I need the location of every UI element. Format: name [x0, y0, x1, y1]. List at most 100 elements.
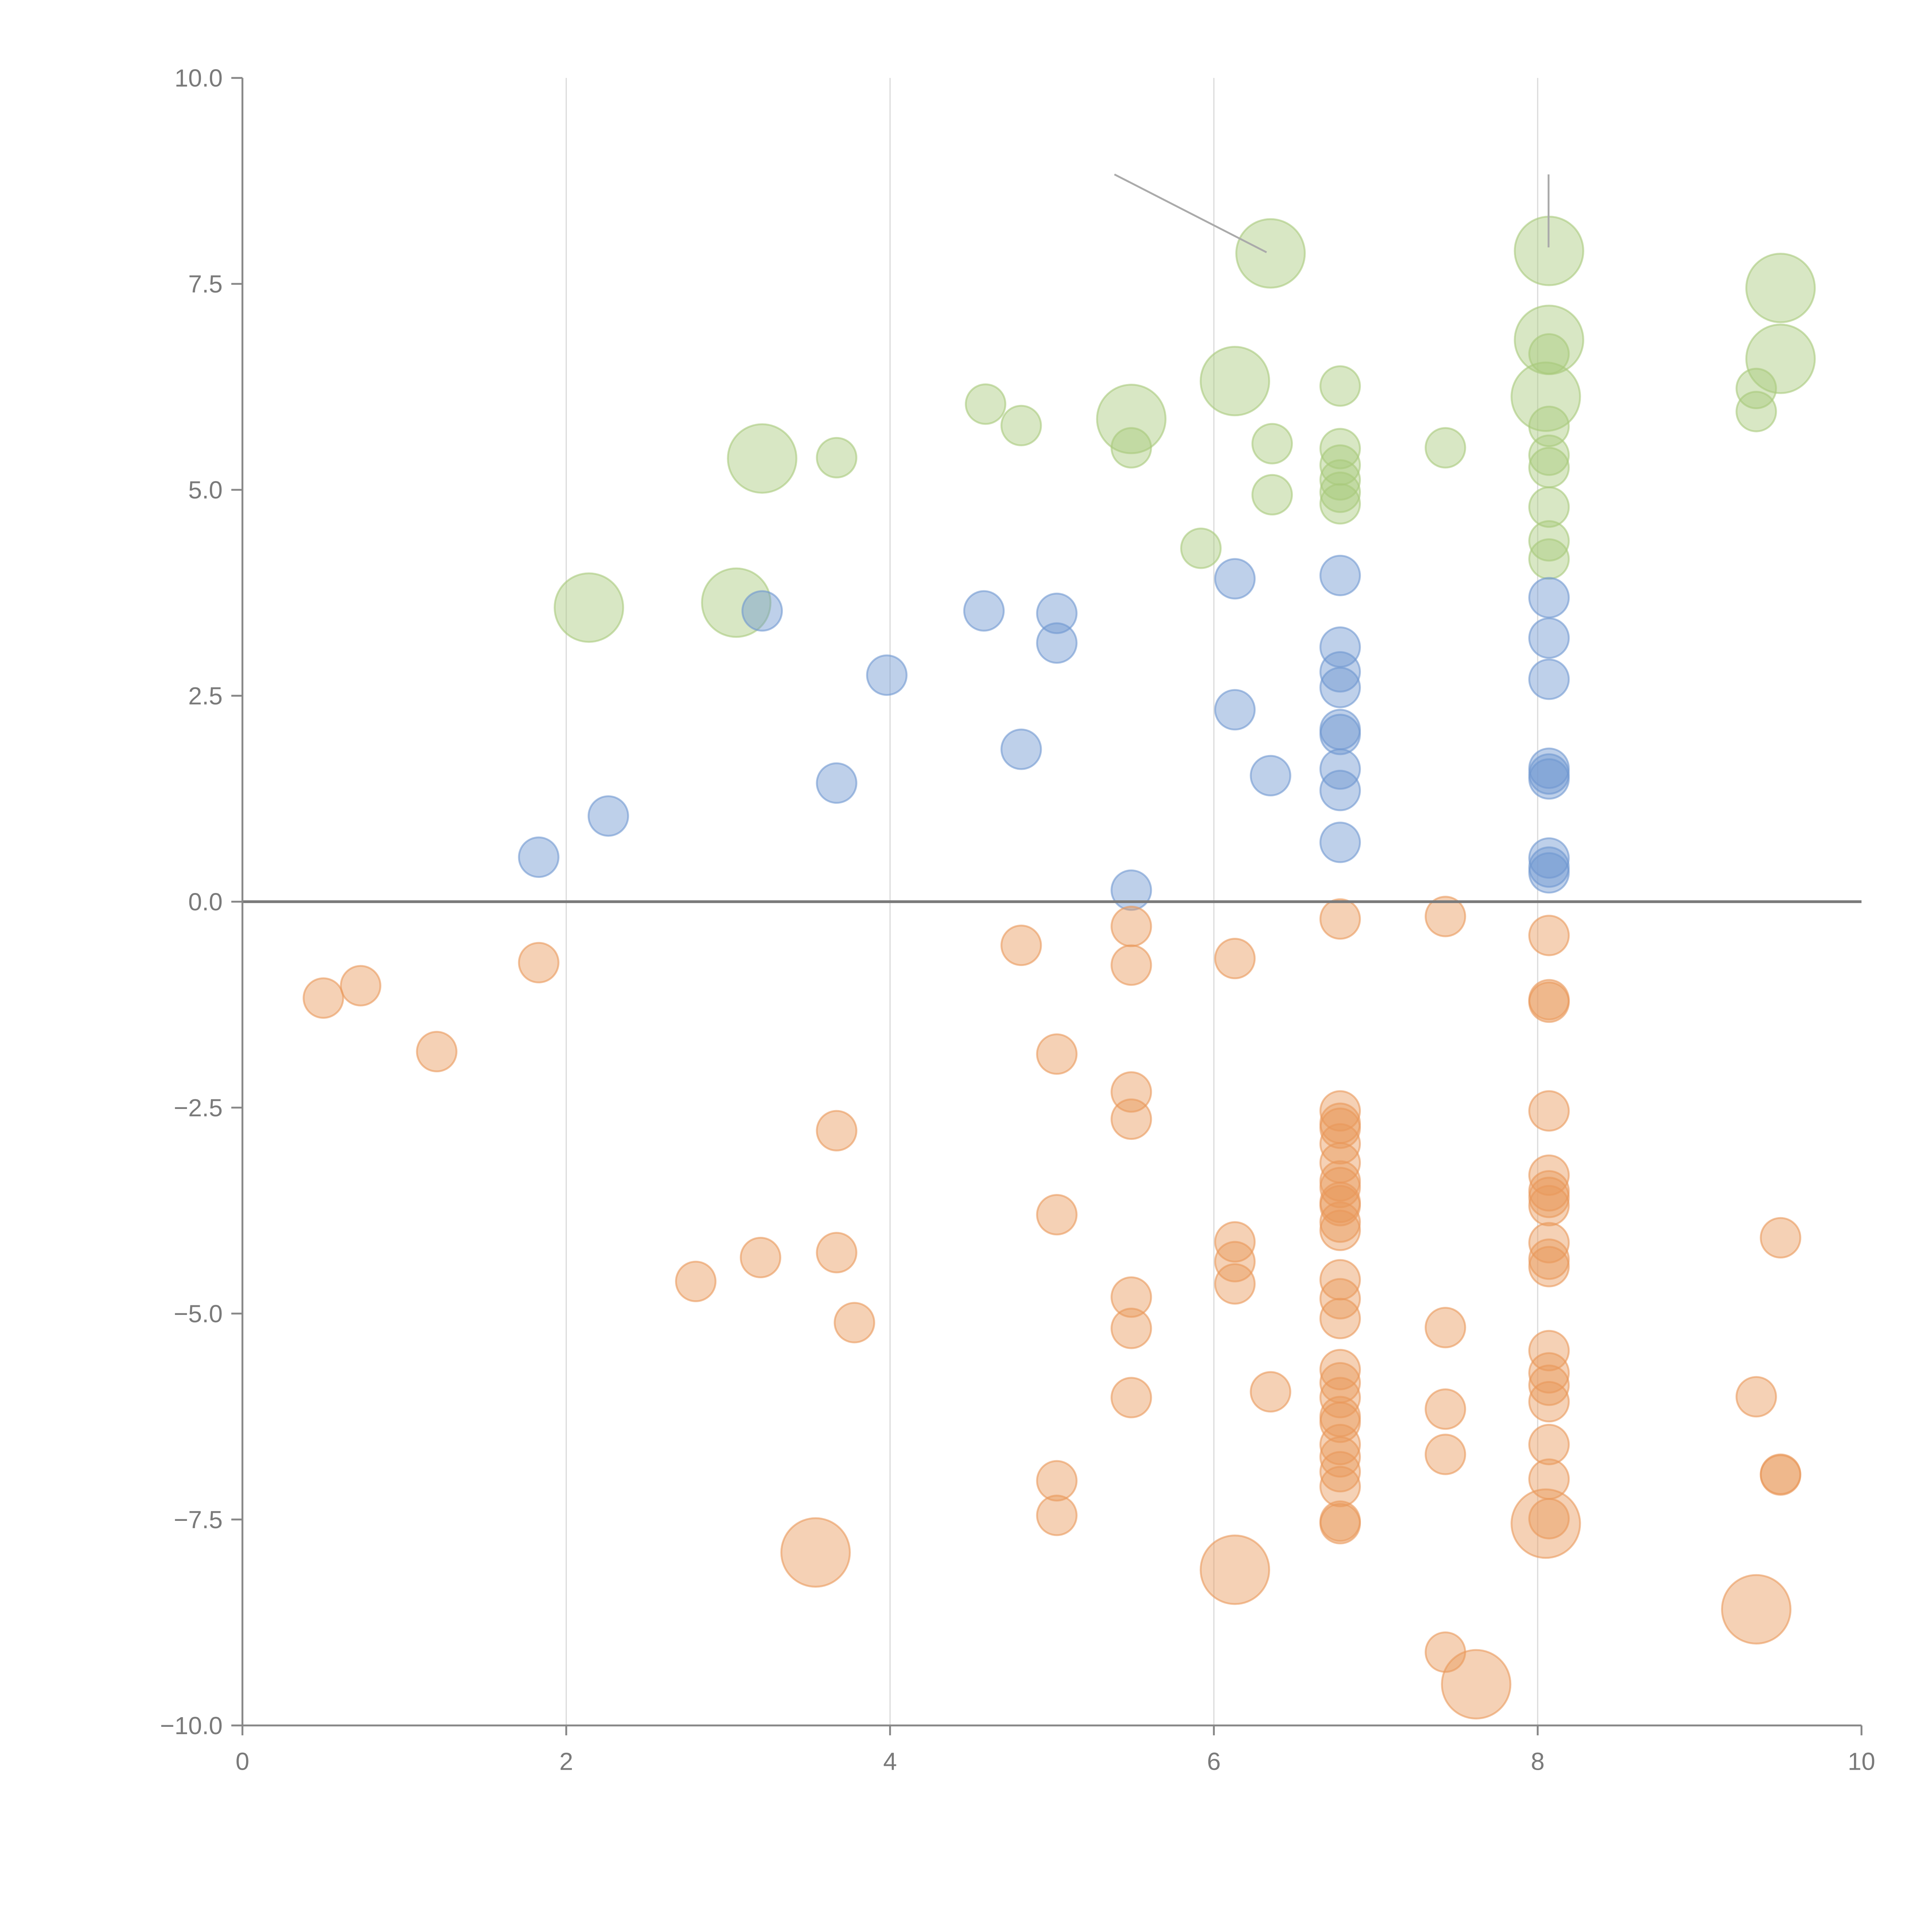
data-point-series-0 — [1235, 218, 1306, 289]
y-tick-label: 2.5 — [188, 682, 223, 710]
data-point-series-2 — [1528, 1423, 1570, 1466]
data-point-series-2 — [1036, 1495, 1078, 1536]
data-point-series-0 — [1180, 527, 1222, 569]
data-point-series-0 — [1745, 253, 1816, 323]
data-point-series-2 — [1528, 1090, 1570, 1132]
ticks: 0 2 4 6 8 10 10.0 7.5 5.0 2.5 0.0 −2.5 −5.0 −7.5 −10.0 — [160, 64, 1875, 1776]
data-point-series-0 — [1319, 365, 1361, 407]
data-point-series-2 — [1319, 1298, 1361, 1339]
data-point-series-2 — [1111, 1276, 1152, 1318]
data-point-series-0 — [1111, 427, 1152, 469]
data-point-series-1 — [1036, 592, 1078, 634]
data-point-series-0 — [1425, 427, 1466, 469]
data-point-series-1 — [1214, 558, 1256, 600]
data-point-series-0 — [1319, 483, 1361, 525]
data-point-series-0 — [1510, 361, 1581, 432]
data-point-series-2 — [1214, 1241, 1256, 1282]
data-point-series-2 — [1319, 898, 1361, 940]
data-points — [303, 216, 1816, 1719]
data-point-series-2 — [740, 1236, 781, 1279]
data-point-series-1 — [587, 795, 629, 837]
data-point-series-2 — [1735, 1376, 1777, 1418]
data-point-series-1 — [1319, 554, 1361, 596]
data-point-series-2 — [1111, 1308, 1152, 1349]
data-point-series-0 — [1319, 428, 1361, 469]
data-point-series-2 — [1319, 1107, 1361, 1149]
data-point-series-2 — [1319, 1185, 1361, 1226]
data-point-series-0 — [1000, 405, 1042, 446]
x-tick-label: 10 — [1848, 1748, 1875, 1776]
data-point-series-2 — [1760, 1217, 1801, 1259]
x-tick-label: 8 — [1531, 1748, 1545, 1776]
x-tick-label: 4 — [883, 1748, 897, 1776]
data-point-series-0 — [1745, 323, 1816, 394]
data-point-series-2 — [1760, 1454, 1801, 1496]
data-point-series-0 — [1251, 423, 1293, 464]
data-point-series-0 — [1096, 384, 1167, 454]
data-point-series-2 — [833, 1302, 875, 1344]
y-tick-label: 0.0 — [188, 888, 223, 916]
data-point-series-1 — [1214, 689, 1256, 731]
data-point-series-2 — [1528, 1498, 1570, 1539]
data-point-series-2 — [1319, 1209, 1361, 1251]
data-point-series-2 — [1425, 896, 1466, 937]
data-point-series-2 — [1319, 1401, 1361, 1443]
data-point-series-0 — [1528, 447, 1570, 488]
data-point-series-0 — [1528, 520, 1570, 562]
data-point-series-2 — [1250, 1371, 1291, 1413]
data-point-series-2 — [1319, 1503, 1361, 1544]
data-point-series-2 — [1319, 1167, 1361, 1208]
data-point-series-2 — [1528, 1246, 1570, 1287]
data-point-series-2 — [1319, 1436, 1361, 1478]
data-point-series-1 — [1319, 821, 1361, 863]
data-point-series-2 — [1425, 1388, 1466, 1430]
data-point-series-2 — [1441, 1649, 1512, 1719]
data-point-series-2 — [1319, 1090, 1361, 1132]
data-point-series-1 — [1528, 758, 1570, 800]
data-point-series-0 — [1251, 474, 1293, 516]
data-point-series-2 — [1528, 1330, 1570, 1372]
data-point-series-2 — [1000, 924, 1042, 966]
data-point-series-0 — [727, 423, 798, 494]
data-point-series-2 — [1721, 1574, 1792, 1645]
data-point-series-1 — [1036, 622, 1078, 664]
data-point-series-2 — [1425, 1434, 1466, 1475]
data-point-series-1 — [1528, 658, 1570, 700]
y-tick-label: −2.5 — [174, 1094, 223, 1122]
data-point-series-2 — [303, 977, 344, 1019]
x-tick-label: 6 — [1207, 1748, 1221, 1776]
x-tick-label: 0 — [236, 1748, 250, 1776]
y-tick-label: −7.5 — [174, 1506, 223, 1534]
y-tick-label: 10.0 — [175, 64, 223, 92]
data-point-series-2 — [1528, 1185, 1570, 1226]
data-point-series-0 — [816, 437, 857, 479]
data-point-series-1 — [1528, 837, 1570, 879]
data-point-series-2 — [1111, 905, 1152, 947]
data-point-series-2 — [1036, 1033, 1078, 1075]
data-point-series-1 — [1528, 852, 1570, 894]
data-point-series-2 — [1214, 938, 1256, 980]
data-point-series-2 — [1528, 1154, 1570, 1196]
data-point-series-1 — [866, 654, 908, 696]
data-point-series-1 — [518, 836, 560, 878]
data-point-series-2 — [816, 1232, 857, 1274]
data-point-series-2 — [1319, 1451, 1361, 1493]
data-point-series-2 — [1528, 1381, 1570, 1423]
data-point-series-2 — [1528, 915, 1570, 956]
data-point-series-0 — [965, 383, 1007, 425]
data-point-series-0 — [1735, 367, 1777, 410]
data-point-series-2 — [1528, 1222, 1570, 1264]
data-point-series-0 — [1528, 434, 1570, 476]
data-point-series-0 — [1319, 471, 1361, 513]
data-point-series-2 — [1214, 1263, 1256, 1305]
data-point-series-1 — [1319, 667, 1361, 708]
data-point-series-2 — [1036, 1460, 1078, 1502]
data-point-series-1 — [1319, 748, 1361, 790]
data-point-series-1 — [1319, 714, 1361, 755]
data-point-series-0 — [553, 572, 624, 643]
data-point-series-0 — [1528, 538, 1570, 580]
x-tick-label: 2 — [560, 1748, 573, 1776]
y-tick-label: 7.5 — [188, 270, 223, 298]
data-point-series-1 — [1528, 617, 1570, 659]
